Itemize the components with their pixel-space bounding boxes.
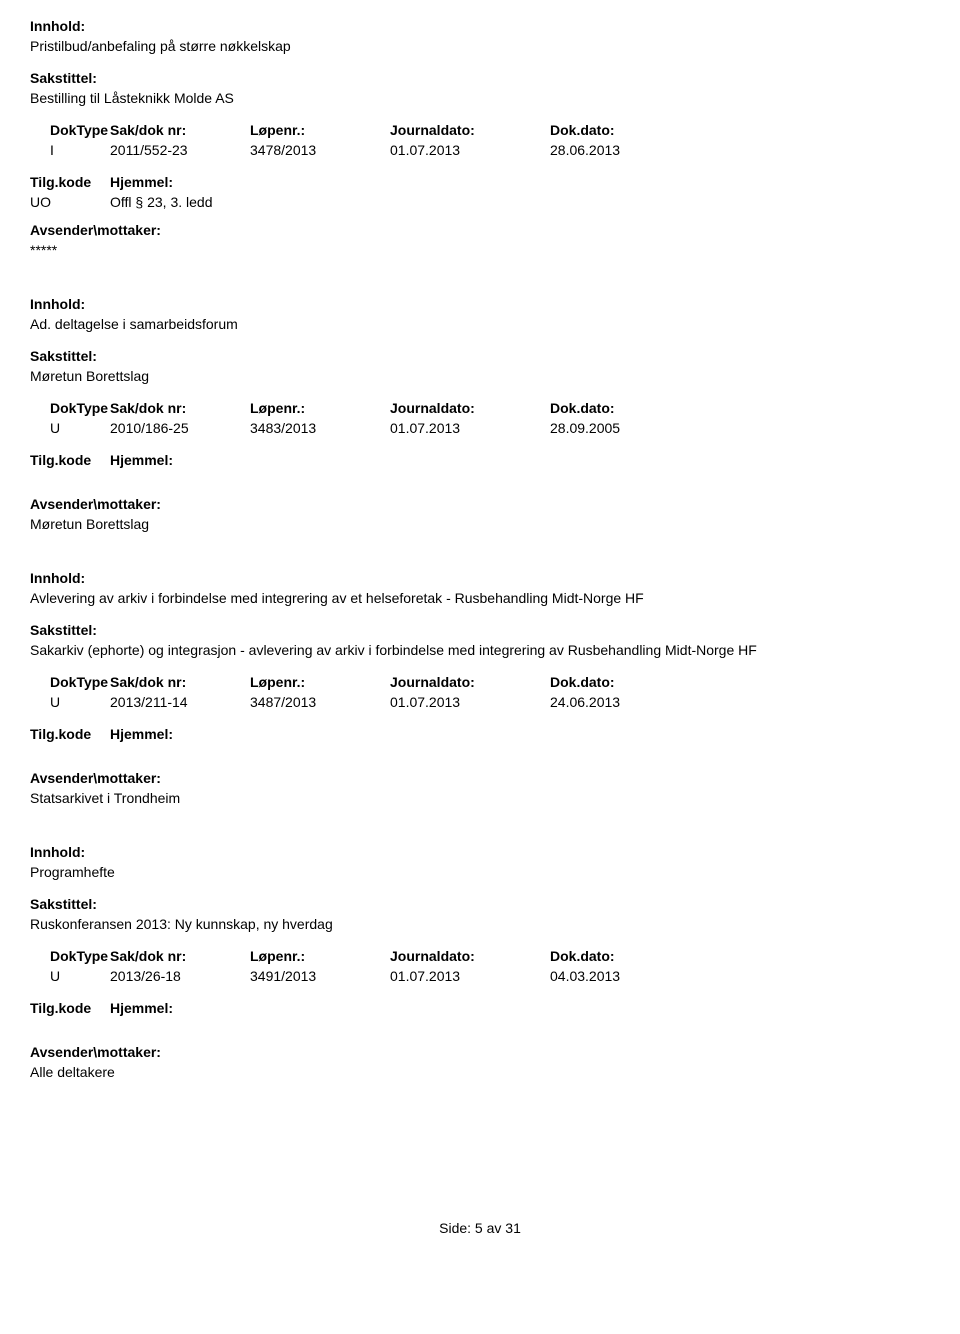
col-sakdok-label: Sak/dok nr:: [110, 400, 250, 416]
innhold-label: Innhold:: [30, 18, 930, 34]
dokdato-value: 28.09.2005: [550, 420, 690, 436]
avsender-value: Alle deltakere: [30, 1064, 930, 1080]
tilgkode-label: Tilg.kode: [30, 726, 110, 742]
journaldato-value: 01.07.2013: [390, 694, 550, 710]
avsender-label: Avsender\mottaker:: [30, 1044, 930, 1060]
col-journal-label: Journaldato:: [390, 122, 550, 138]
col-lopenr-label: Løpenr.:: [250, 674, 390, 690]
col-dokdato-label: Dok.dato:: [550, 948, 690, 964]
columns-header: DokType Sak/dok nr: Løpenr.: Journaldato…: [30, 948, 930, 964]
col-journal-label: Journaldato:: [390, 400, 550, 416]
innhold-value: Ad. deltagelse i samarbeidsforum: [30, 316, 930, 332]
col-journal-label: Journaldato:: [390, 674, 550, 690]
col-doktype-label: DokType: [30, 948, 110, 964]
tilgkode-label: Tilg.kode: [30, 452, 110, 468]
sakstittel-value: Møretun Borettslag: [30, 368, 930, 384]
hjemmel-label: Hjemmel:: [110, 452, 173, 468]
journaldato-value: 01.07.2013: [390, 968, 550, 984]
doktype-value: I: [30, 142, 110, 158]
sakdoknr-value: 2013/26-18: [110, 968, 250, 984]
journaldato-value: 01.07.2013: [390, 142, 550, 158]
avsender-label: Avsender\mottaker:: [30, 496, 930, 512]
dokdato-value: 28.06.2013: [550, 142, 690, 158]
columns-row: I 2011/552-23 3478/2013 01.07.2013 28.06…: [30, 142, 930, 158]
innhold-value: Pristilbud/anbefaling på større nøkkelsk…: [30, 38, 930, 54]
col-doktype-label: DokType: [30, 122, 110, 138]
sakstittel-label: Sakstittel:: [30, 622, 930, 638]
tilgkode-label: Tilg.kode: [30, 174, 110, 190]
lopenr-value: 3478/2013: [250, 142, 390, 158]
doktype-value: U: [30, 420, 110, 436]
columns-header: DokType Sak/dok nr: Løpenr.: Journaldato…: [30, 674, 930, 690]
columns-header: DokType Sak/dok nr: Løpenr.: Journaldato…: [30, 122, 930, 138]
sakstittel-value: Sakarkiv (ephorte) og integrasjon - avle…: [30, 642, 930, 658]
columns-row: U 2013/26-18 3491/2013 01.07.2013 04.03.…: [30, 968, 930, 984]
sakstittel-label: Sakstittel:: [30, 348, 930, 364]
sakdoknr-value: 2013/211-14: [110, 694, 250, 710]
tilg-row: UO Offl § 23, 3. ledd: [30, 194, 930, 210]
col-dokdato-label: Dok.dato:: [550, 674, 690, 690]
journal-entry: Innhold: Programhefte Sakstittel: Ruskon…: [30, 844, 930, 1080]
avsender-label: Avsender\mottaker:: [30, 770, 930, 786]
columns-header: DokType Sak/dok nr: Løpenr.: Journaldato…: [30, 400, 930, 416]
lopenr-value: 3483/2013: [250, 420, 390, 436]
col-sakdok-label: Sak/dok nr:: [110, 674, 250, 690]
tilg-header: Tilg.kode Hjemmel:: [30, 1000, 930, 1016]
doktype-value: U: [30, 694, 110, 710]
col-sakdok-label: Sak/dok nr:: [110, 948, 250, 964]
sakdoknr-value: 2011/552-23: [110, 142, 250, 158]
innhold-value: Programhefte: [30, 864, 930, 880]
hjemmel-label: Hjemmel:: [110, 174, 173, 190]
tilgkode-label: Tilg.kode: [30, 1000, 110, 1016]
sakstittel-label: Sakstittel:: [30, 70, 930, 86]
innhold-value: Avlevering av arkiv i forbindelse med in…: [30, 590, 930, 606]
journal-entry: Innhold: Avlevering av arkiv i forbindel…: [30, 570, 930, 806]
col-dokdato-label: Dok.dato:: [550, 400, 690, 416]
col-lopenr-label: Løpenr.:: [250, 948, 390, 964]
col-sakdok-label: Sak/dok nr:: [110, 122, 250, 138]
tilg-header: Tilg.kode Hjemmel:: [30, 726, 930, 742]
innhold-label: Innhold:: [30, 296, 930, 312]
lopenr-value: 3487/2013: [250, 694, 390, 710]
doktype-value: U: [30, 968, 110, 984]
sakstittel-value: Ruskonferansen 2013: Ny kunnskap, ny hve…: [30, 916, 930, 932]
tilg-header: Tilg.kode Hjemmel:: [30, 452, 930, 468]
innhold-label: Innhold:: [30, 844, 930, 860]
columns-row: U 2013/211-14 3487/2013 01.07.2013 24.06…: [30, 694, 930, 710]
sakdoknr-value: 2010/186-25: [110, 420, 250, 436]
col-journal-label: Journaldato:: [390, 948, 550, 964]
innhold-label: Innhold:: [30, 570, 930, 586]
journal-entry: Innhold: Ad. deltagelse i samarbeidsforu…: [30, 296, 930, 532]
col-doktype-label: DokType: [30, 400, 110, 416]
avsender-value: Statsarkivet i Trondheim: [30, 790, 930, 806]
hjemmel-value: Offl § 23, 3. ledd: [110, 194, 212, 210]
col-lopenr-label: Løpenr.:: [250, 122, 390, 138]
dokdato-value: 24.06.2013: [550, 694, 690, 710]
tilg-header: Tilg.kode Hjemmel:: [30, 174, 930, 190]
hjemmel-label: Hjemmel:: [110, 1000, 173, 1016]
page-footer: Side: 5 av 31: [30, 1220, 930, 1236]
dokdato-value: 04.03.2013: [550, 968, 690, 984]
sakstittel-label: Sakstittel:: [30, 896, 930, 912]
columns-row: U 2010/186-25 3483/2013 01.07.2013 28.09…: [30, 420, 930, 436]
col-doktype-label: DokType: [30, 674, 110, 690]
sakstittel-value: Bestilling til Låsteknikk Molde AS: [30, 90, 930, 106]
journaldato-value: 01.07.2013: [390, 420, 550, 436]
avsender-value: *****: [30, 242, 930, 258]
hjemmel-label: Hjemmel:: [110, 726, 173, 742]
lopenr-value: 3491/2013: [250, 968, 390, 984]
tilgkode-value: UO: [30, 194, 110, 210]
col-lopenr-label: Løpenr.:: [250, 400, 390, 416]
col-dokdato-label: Dok.dato:: [550, 122, 690, 138]
avsender-label: Avsender\mottaker:: [30, 222, 930, 238]
avsender-value: Møretun Borettslag: [30, 516, 930, 532]
journal-entry: Innhold: Pristilbud/anbefaling på større…: [30, 18, 930, 258]
